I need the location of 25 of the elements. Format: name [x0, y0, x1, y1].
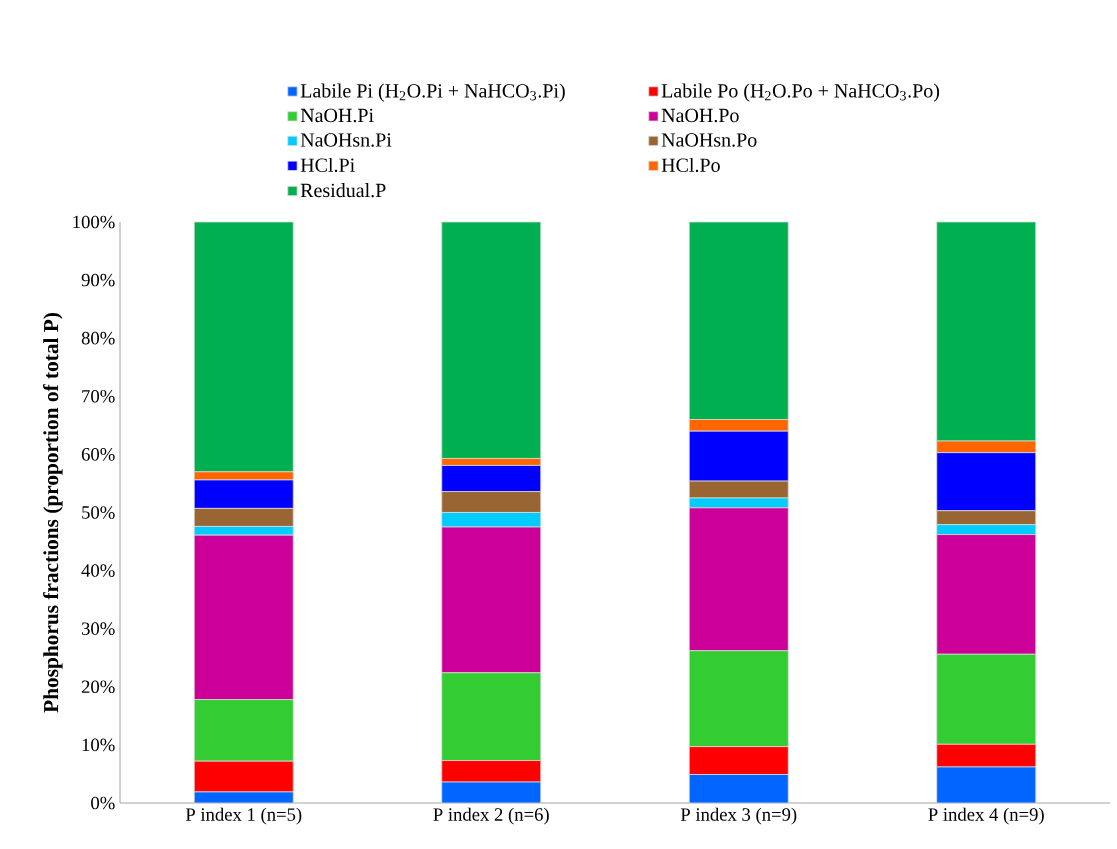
x-tick-label: P index 4 (n=9)	[928, 807, 1044, 825]
y-tick-label: 60%	[81, 448, 115, 461]
y-tick-label: 80%	[81, 331, 115, 345]
legend-label: NaOH.Pi	[300, 108, 374, 123]
legend-label: HCl.Pi	[300, 157, 355, 173]
y-tick-label: 90%	[81, 273, 115, 287]
legend-label: NaOHsn.Po	[661, 133, 757, 147]
legend-label: Labile Pi (H$_{2}$O.Pi + NaHCO$_{3}$.Pi)	[300, 83, 565, 102]
y-axis-title: Phosphorus fractions (proportion of total P)	[43, 313, 63, 713]
legend-label: NaOHsn.Pi	[300, 133, 392, 147]
y-tick-label: 50%	[82, 506, 115, 519]
y-tick-label: 10%	[82, 738, 115, 752]
x-tick-label: P index 2 (n=6)	[433, 807, 549, 825]
y-tick-label: 40%	[81, 564, 115, 577]
y-tick-label: 30%	[81, 622, 115, 636]
y-tick-label: 0%	[91, 796, 115, 810]
y-tick-label: 70%	[82, 389, 115, 403]
y-tick-label: 100%	[73, 215, 115, 229]
legend-label: NaOH.Po	[661, 108, 739, 123]
legend-label: Labile Po (H$_{2}$O.Po + NaHCO$_{3}$.Po)	[661, 83, 940, 102]
x-tick-label: P index 1 (n=5)	[185, 807, 302, 825]
x-tick-label: P index 3 (n=9)	[680, 807, 797, 825]
legend-label: Residual.P	[300, 183, 386, 198]
y-tick-label: 20%	[81, 680, 115, 694]
legend-label: HCl.Po	[661, 157, 720, 173]
